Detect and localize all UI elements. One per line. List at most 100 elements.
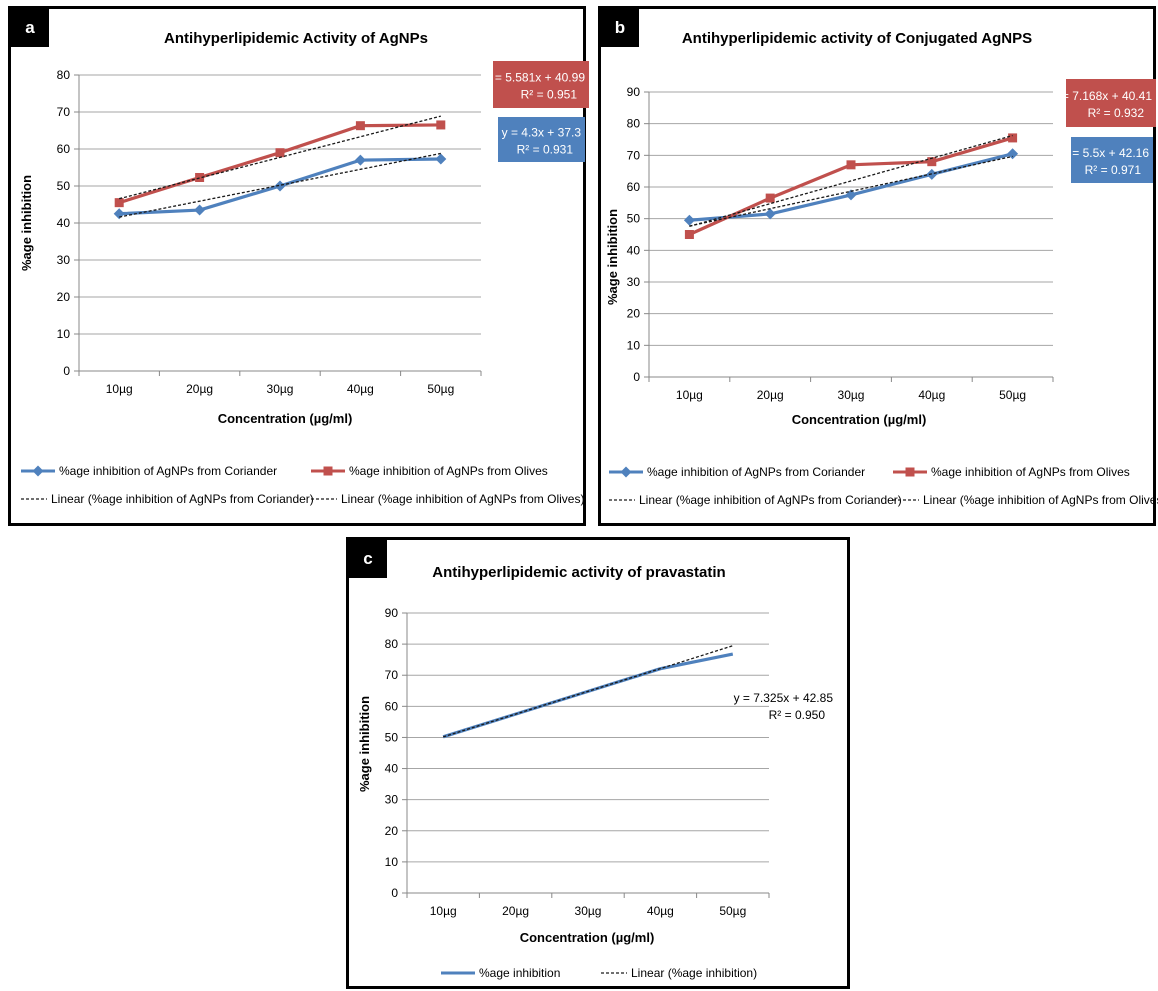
trendline-equation-box	[498, 117, 585, 162]
chart-c-svg: Antihyperlipidemic activity of pravastat…	[357, 564, 834, 980]
x-axis-label: Concentration (µg/ml)	[218, 411, 353, 426]
series-line	[688, 136, 1014, 236]
legend-entry-label: Linear (%age inhibition of AgNPs from Co…	[51, 492, 314, 506]
data-point-olives	[684, 230, 694, 239]
x-tick-label: 40µg	[918, 388, 945, 402]
legend-entry-label: Linear (%age inhibition of AgNPs from Ol…	[923, 493, 1158, 507]
panel-label-a: a	[11, 9, 49, 47]
chart-a-svg: Antihyperlipidemic Activity of AgNPs 0 10 2…	[19, 30, 589, 506]
y-tick-label: 70	[627, 148, 641, 162]
y-tick-label: 70	[57, 105, 71, 119]
data-point-olives	[927, 157, 937, 167]
y-tick-label: 30	[385, 793, 399, 807]
chart-panel-a: a Antihyperlipidemic Activity of AgNPs 0 1…	[8, 6, 589, 526]
x-tick-label: 40µg	[647, 904, 674, 918]
trendline-equation: y = 5.5x + 42.16	[1063, 146, 1149, 160]
x-tick-label: 30µg	[838, 388, 865, 402]
data-point-coriander	[113, 208, 125, 220]
legend-entry-label: %age inhibition of AgNPs from Coriander	[59, 464, 277, 478]
data-point-olives	[436, 120, 446, 130]
y-tick-label: 40	[627, 243, 641, 257]
trendline-equation-box	[1066, 79, 1156, 127]
x-tick-label: 50µg	[999, 388, 1026, 402]
legend-entry-label: Linear (%age inhibition of AgNPs from Co…	[639, 493, 902, 507]
legend-entry-label: Linear (%age inhibition)	[631, 966, 757, 980]
y-tick-label: 0	[63, 364, 70, 378]
trendline-r-squared: R² = 0.932	[1088, 106, 1145, 120]
data-point-coriander	[354, 154, 366, 166]
trendline-r-squared: R² = 0.951	[521, 88, 578, 102]
data-point-coriander	[764, 208, 776, 220]
y-tick-label: 50	[385, 730, 399, 744]
chart-b-svg: Antihyperlipidemic activity of Conjugate…	[605, 30, 1158, 507]
legend-swatch-marker	[323, 466, 333, 476]
data-point-coriander	[274, 180, 286, 192]
trendline-equation: y = 7.168x + 40.41	[1053, 89, 1153, 103]
y-tick-label: 80	[385, 637, 399, 651]
legend-entry-label: %age inhibition of AgNPs from Coriander	[647, 465, 865, 479]
trendline-r-squared: R² = 0.931	[517, 143, 574, 157]
trendline-r-squared: R² = 0.971	[1085, 163, 1142, 177]
legend-swatch-marker	[905, 467, 915, 477]
x-axis-label: Concentration (µg/ml)	[520, 930, 655, 945]
legend-swatch-marker	[32, 465, 44, 477]
trendline-equation: y = 5.581x + 40.99	[486, 71, 586, 85]
panel-label-b: b	[601, 9, 639, 47]
y-tick-label: 10	[57, 327, 71, 341]
trendline	[119, 115, 441, 200]
y-tick-label: 70	[385, 668, 399, 682]
y-axis-label: %age inhibition	[19, 175, 34, 271]
trendline-r-squared: R² = 0.950	[769, 708, 826, 722]
data-point-olives	[765, 193, 775, 203]
data-point-olives	[846, 160, 856, 170]
y-tick-label: 60	[385, 699, 399, 713]
legend-entry-label: %age inhibition of AgNPs from Olives	[931, 465, 1130, 479]
data-point-olives	[1008, 133, 1018, 143]
y-tick-label: 80	[627, 117, 641, 131]
legend-swatch-marker	[620, 466, 632, 478]
x-tick-label: 20µg	[502, 904, 529, 918]
legend-entry-label: %age inhibition of AgNPs from Olives	[349, 464, 548, 478]
y-tick-label: 20	[627, 307, 641, 321]
y-tick-label: 30	[627, 275, 641, 289]
x-tick-label: 30µg	[575, 904, 602, 918]
y-tick-label: 0	[633, 370, 640, 384]
y-tick-label: 50	[627, 212, 641, 226]
y-tick-label: 80	[57, 68, 71, 82]
data-point-coriander	[683, 214, 695, 226]
chart-title: Antihyperlipidemic Activity of AgNPs	[164, 30, 428, 47]
data-point-coriander	[435, 153, 447, 165]
data-point-olives	[275, 148, 285, 158]
data-point-coriander	[1007, 148, 1019, 160]
chart-title: Antihyperlipidemic activity of pravastat…	[432, 564, 725, 581]
y-tick-label: 10	[627, 338, 641, 352]
trendline	[443, 645, 733, 738]
y-tick-label: 60	[57, 142, 71, 156]
y-axis-label: %age inhibition	[357, 696, 372, 792]
y-tick-label: 60	[627, 180, 641, 194]
x-tick-label: 50µg	[719, 904, 746, 918]
x-tick-label: 10µg	[106, 382, 133, 396]
y-tick-label: 90	[627, 85, 641, 99]
trendline	[689, 134, 1013, 227]
trendline-equation: y = 4.3x + 37.3	[502, 126, 582, 140]
x-tick-label: 20µg	[757, 388, 784, 402]
legend-entry-label: Linear (%age inhibition of AgNPs from Ol…	[341, 492, 584, 506]
trendline-equation-box	[1071, 137, 1153, 183]
trendline	[689, 155, 1013, 227]
x-tick-label: 20µg	[186, 382, 213, 396]
chart-panel-b: b Antihyperlipidemic activity of Conjuga…	[598, 6, 1158, 526]
data-point-olives	[355, 121, 365, 131]
y-tick-label: 10	[385, 855, 399, 869]
data-point-olives	[114, 198, 124, 208]
x-axis-label: Concentration (µg/ml)	[792, 412, 927, 427]
panel-label-c: c	[349, 540, 387, 578]
x-tick-label: 10µg	[676, 388, 703, 402]
legend-entry-label: %age inhibition	[479, 966, 560, 980]
trendline-equation: y = 7.325x + 42.85	[734, 691, 834, 705]
x-tick-label: 40µg	[347, 382, 374, 396]
y-tick-label: 20	[385, 824, 399, 838]
y-axis-label: %age inhibition	[605, 209, 620, 305]
x-tick-label: 50µg	[427, 382, 454, 396]
y-tick-label: 40	[57, 216, 71, 230]
